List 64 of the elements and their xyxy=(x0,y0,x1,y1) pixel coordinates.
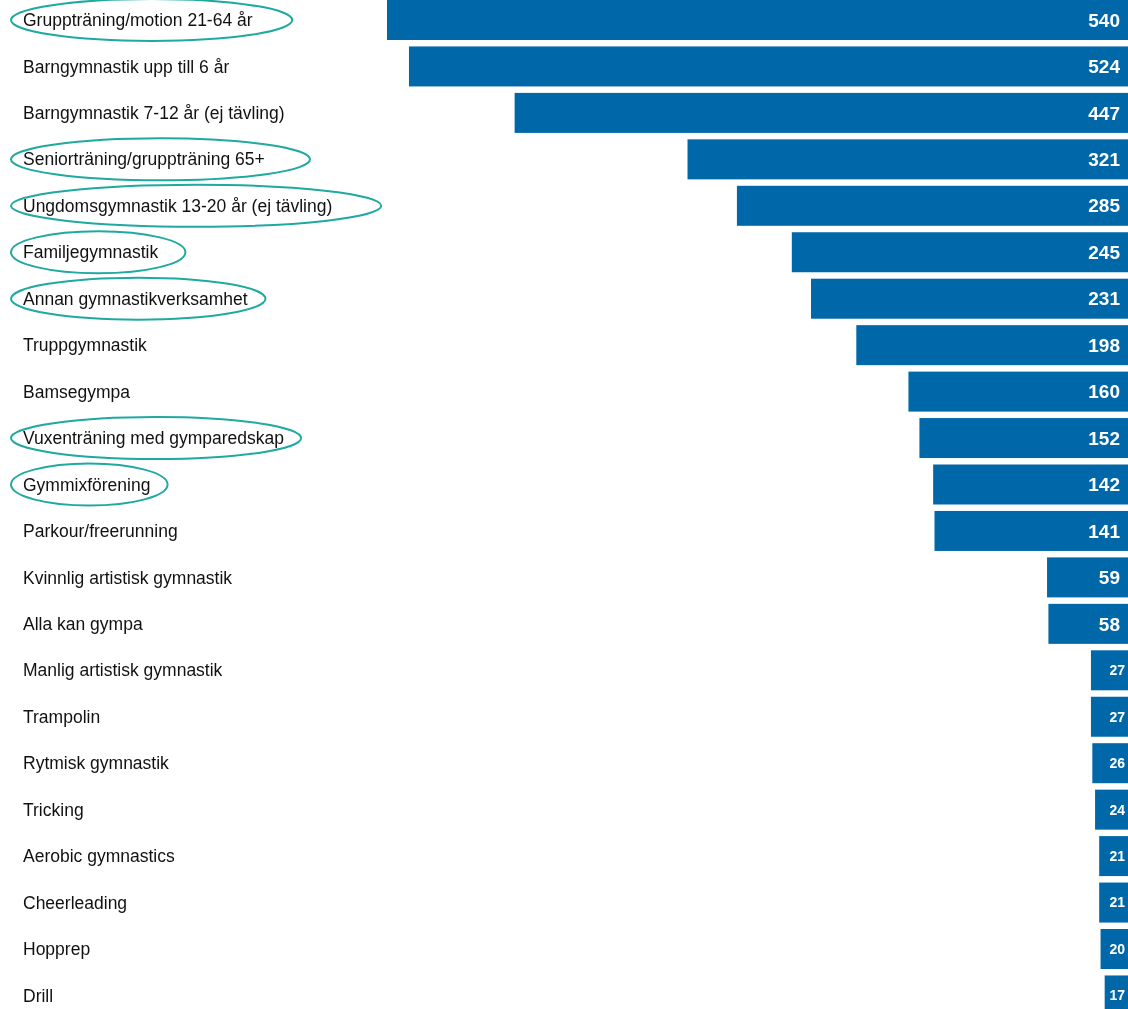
y-tick-label: Kvinnlig artistisk gymnastik xyxy=(23,567,233,588)
bar xyxy=(811,278,1128,319)
bar xyxy=(1095,789,1128,830)
data-label: 20 xyxy=(1109,940,1126,957)
data-label: 27 xyxy=(1109,708,1126,725)
y-tick-label: Rytmisk gymnastik xyxy=(23,753,170,774)
data-label: 285 xyxy=(1088,195,1121,217)
data-label: 321 xyxy=(1088,149,1121,170)
data-label: 59 xyxy=(1098,567,1120,589)
bar xyxy=(1099,882,1128,923)
y-tick-label: Trampolin xyxy=(23,706,101,727)
y-tick-label: Parkour/freerunning xyxy=(23,521,178,542)
data-label: 524 xyxy=(1088,56,1121,78)
data-label: 58 xyxy=(1098,613,1120,635)
y-tick-label: Vuxenträning med gymparedskap xyxy=(23,428,285,449)
bar xyxy=(1092,743,1128,784)
bar xyxy=(687,139,1128,180)
data-label: 231 xyxy=(1088,288,1121,310)
data-label: 142 xyxy=(1088,474,1120,496)
data-label: 141 xyxy=(1088,520,1121,542)
y-tick-label: Annan gymnastikverksamhet xyxy=(23,288,248,309)
bar xyxy=(933,464,1128,505)
data-label: 26 xyxy=(1109,755,1126,772)
bar xyxy=(1090,650,1128,691)
data-label: 245 xyxy=(1088,241,1121,263)
y-tick-label: Ungdomsgymnastik 13-20 år (ej tävling) xyxy=(23,195,333,216)
y-tick-label: Hopprep xyxy=(23,939,91,960)
bar xyxy=(408,46,1128,87)
y-tick-label: Drill xyxy=(23,985,54,1006)
data-label: 24 xyxy=(1109,801,1126,818)
bar xyxy=(1048,603,1128,644)
bar xyxy=(856,325,1128,366)
y-tick-label: Familjegymnastik xyxy=(23,242,159,263)
y-tick-label: Tricking xyxy=(23,799,84,820)
bar xyxy=(514,92,1128,133)
data-label: 447 xyxy=(1088,102,1120,124)
y-tick-label: Bamsegympa xyxy=(23,381,131,402)
data-label: 17 xyxy=(1109,987,1126,1004)
y-tick-label: Barngymnastik upp till 6 år xyxy=(23,56,230,77)
data-label: 152 xyxy=(1088,427,1120,449)
bar xyxy=(919,418,1128,459)
bar xyxy=(1047,557,1128,598)
y-tick-label: Cheerleading xyxy=(23,892,128,913)
y-tick-label: Seniorträning/gruppträning 65+ xyxy=(23,149,265,170)
bar xyxy=(791,232,1128,273)
data-label: 160 xyxy=(1088,381,1120,403)
data-label: 27 xyxy=(1109,662,1126,679)
y-tick-label: Manlig artistisk gymnastik xyxy=(23,660,223,681)
bar xyxy=(1099,836,1128,877)
data-label: 540 xyxy=(1088,9,1120,31)
y-tick-label: Truppgymnastik xyxy=(23,335,148,356)
bar xyxy=(908,371,1128,412)
y-tick-label: Aerobic gymnastics xyxy=(23,846,175,867)
y-tick-label: Gruppträning/motion 21-64 år xyxy=(23,10,253,31)
bar xyxy=(736,185,1128,226)
y-tick-label: Gymmixförening xyxy=(23,474,151,495)
y-tick-label: Alla kan gympa xyxy=(23,613,143,634)
data-label: 21 xyxy=(1109,848,1126,864)
data-label: 21 xyxy=(1109,894,1126,911)
data-label: 198 xyxy=(1088,334,1120,356)
y-tick-label: Barngymnastik 7-12 år (ej tävling) xyxy=(23,103,285,124)
bar xyxy=(1090,696,1128,737)
bar xyxy=(934,510,1128,551)
bar xyxy=(387,0,1128,40)
